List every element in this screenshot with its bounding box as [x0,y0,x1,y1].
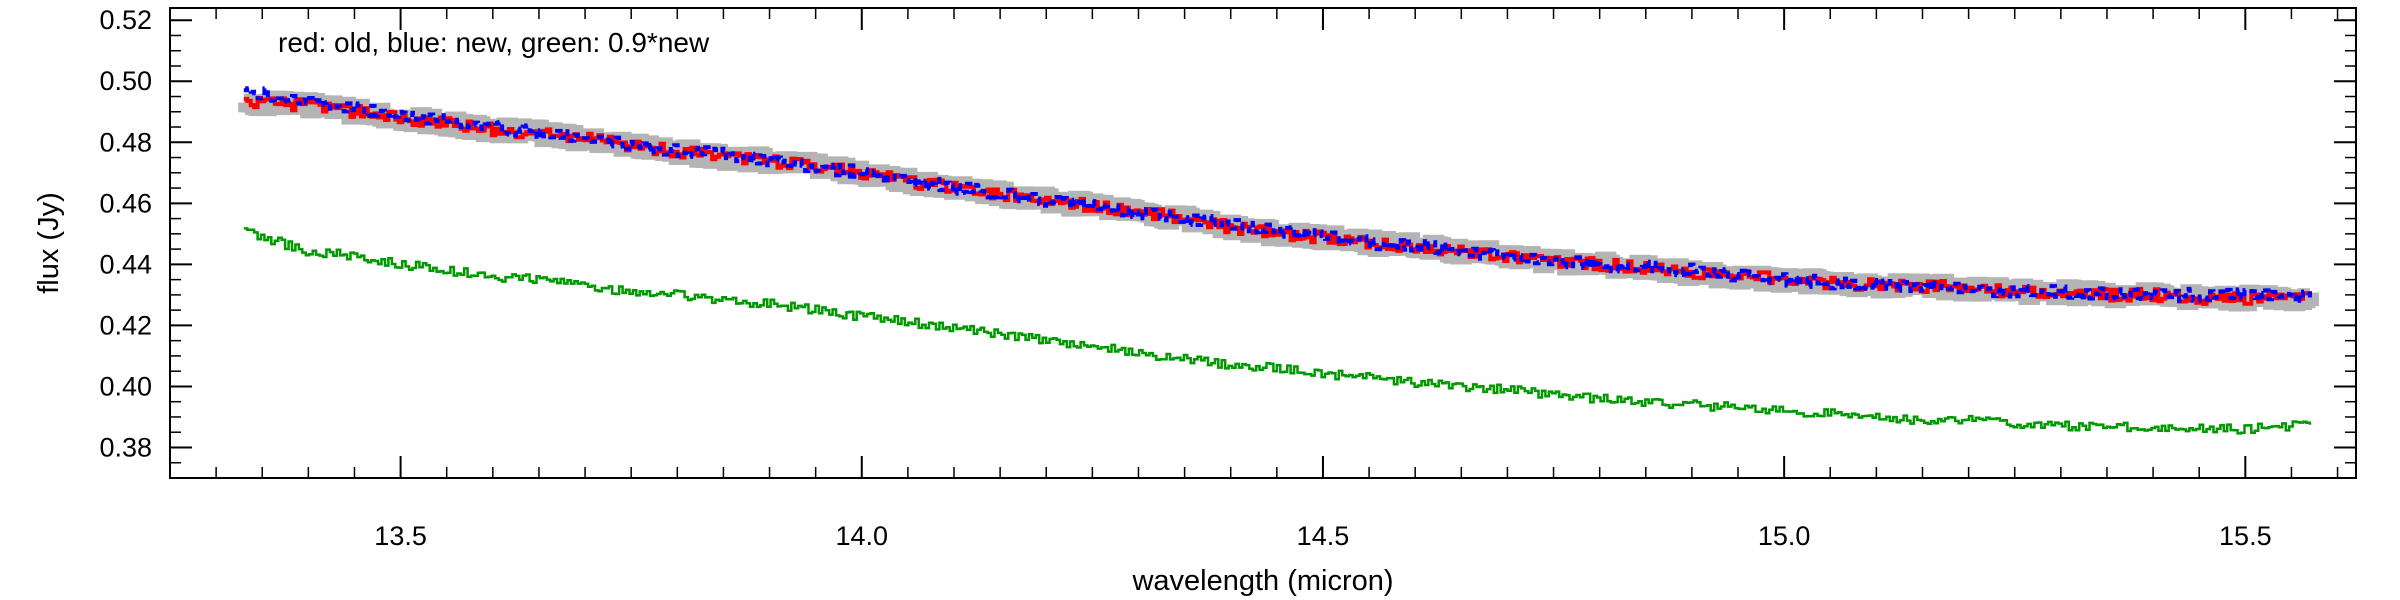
series-new-line [243,86,2312,303]
y-tick-label: 0.38 [99,432,152,462]
y-tick-label: 0.48 [99,127,152,157]
y-tick-label: 0.40 [99,371,152,401]
y-axis-label: flux (Jy) [33,192,65,294]
y-tick-label: 0.52 [99,5,152,35]
x-tick-label: 15.5 [2219,521,2272,551]
x-tick-label: 13.5 [374,521,427,551]
chart-annotation: red: old, blue: new, green: 0.9*new [278,27,710,58]
x-tick-label: 14.0 [835,521,888,551]
tick-labels: 13.5 14.0 14.5 15.0 15.5 0.38 0.40 0.42 0.44 0.46… [99,5,2271,551]
axis-ticks [170,8,2356,479]
y-tick-label: 0.42 [99,310,152,340]
x-tick-label: 14.5 [1297,521,1350,551]
error-band [238,90,2319,312]
y-tick-label: 0.46 [99,188,152,218]
series-scaled-line [243,227,2312,435]
y-tick-label: 0.44 [99,249,152,279]
x-axis-label: wavelength (micron) [1131,565,1393,597]
plot-content [238,86,2319,435]
x-tick-label: 15.0 [1758,521,1811,551]
y-tick-label: 0.50 [99,66,152,96]
plot-frame [169,7,2357,479]
